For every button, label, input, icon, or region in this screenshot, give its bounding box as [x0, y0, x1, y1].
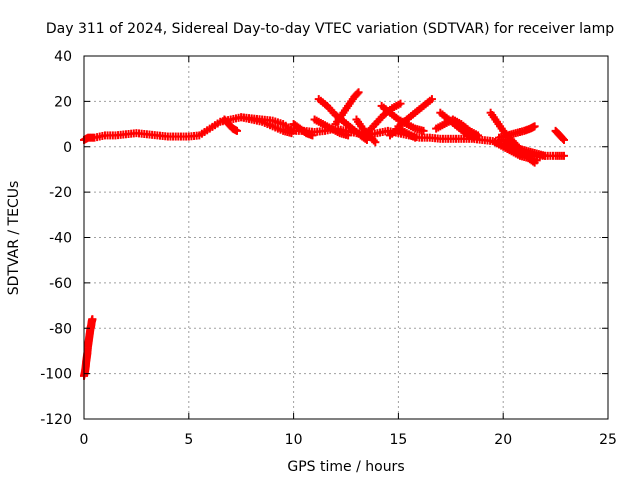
y-tick-label: 20: [54, 94, 72, 110]
data-point: [559, 151, 568, 160]
data-point: [233, 126, 242, 135]
y-tick-label: -60: [49, 276, 72, 292]
data-point: [411, 133, 420, 142]
x-tick-label: 0: [80, 432, 89, 448]
data-point: [474, 131, 483, 140]
data-point: [419, 126, 428, 135]
x-tick-label: 25: [599, 432, 617, 448]
axis-ticks: 0 5 10 15 20 25 -120 -100 -80 -60 -40 -20 0 20 40: [40, 49, 617, 448]
data-point: [427, 95, 436, 104]
x-tick-label: 15: [389, 432, 407, 448]
data-point: [532, 156, 541, 165]
data-point: [287, 129, 296, 138]
y-tick-label: 0: [63, 140, 72, 156]
y-tick-label: -20: [49, 185, 72, 201]
data-point: [371, 138, 380, 147]
x-axis-label: GPS time / hours: [287, 459, 404, 475]
data-point: [530, 122, 539, 131]
data-points: [80, 88, 568, 380]
y-axis-label: SDTVAR / TECUs: [6, 181, 22, 296]
data-point-interp: [558, 134, 567, 143]
x-tick-label: 10: [285, 432, 303, 448]
data-point: [354, 88, 363, 97]
data-point: [396, 99, 405, 108]
y-tick-label: -120: [40, 412, 72, 428]
data-point: [88, 315, 97, 324]
y-tick-label: 40: [54, 49, 72, 65]
data-point: [344, 131, 353, 140]
y-tick-label: -40: [49, 231, 72, 247]
x-tick-label: 5: [184, 432, 193, 448]
y-tick-label: -100: [40, 367, 72, 383]
x-tick-label: 20: [494, 432, 512, 448]
data-point: [308, 131, 317, 140]
y-tick-label: -80: [49, 321, 72, 337]
data-point: [559, 135, 568, 144]
data-point: [469, 133, 478, 142]
data-point: [541, 151, 550, 160]
chart-title: Day 311 of 2024, Sidereal Day-to-day VTE…: [46, 21, 614, 37]
data-point-interp: [353, 89, 362, 98]
